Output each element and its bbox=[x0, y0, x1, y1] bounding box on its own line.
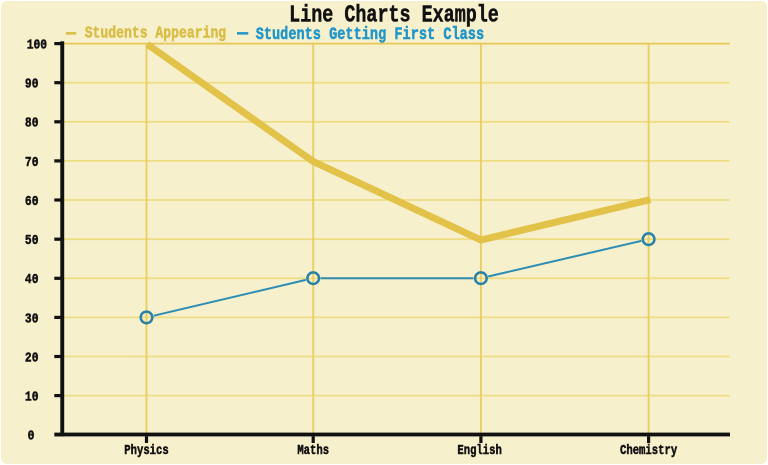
svg-text:100: 100 bbox=[27, 36, 47, 53]
svg-text:90: 90 bbox=[25, 75, 39, 92]
svg-text:30: 30 bbox=[25, 310, 39, 327]
svg-text:80: 80 bbox=[25, 115, 39, 132]
svg-text:Physics: Physics bbox=[124, 443, 168, 459]
svg-text:40: 40 bbox=[25, 271, 39, 288]
svg-text:Line Charts Example: Line Charts Example bbox=[289, 2, 499, 29]
svg-text:50: 50 bbox=[25, 232, 39, 249]
svg-text:Students Appearing: Students Appearing bbox=[85, 23, 226, 43]
svg-text:0: 0 bbox=[28, 427, 35, 444]
svg-text:Students Getting First Class: Students Getting First Class bbox=[256, 24, 484, 44]
svg-text:70: 70 bbox=[25, 154, 39, 171]
svg-text:English: English bbox=[457, 443, 501, 459]
svg-text:20: 20 bbox=[25, 349, 39, 366]
svg-text:Chemistry: Chemistry bbox=[620, 443, 678, 459]
svg-text:60: 60 bbox=[25, 193, 39, 210]
svg-text:Maths: Maths bbox=[297, 443, 329, 459]
svg-text:10: 10 bbox=[25, 388, 39, 405]
